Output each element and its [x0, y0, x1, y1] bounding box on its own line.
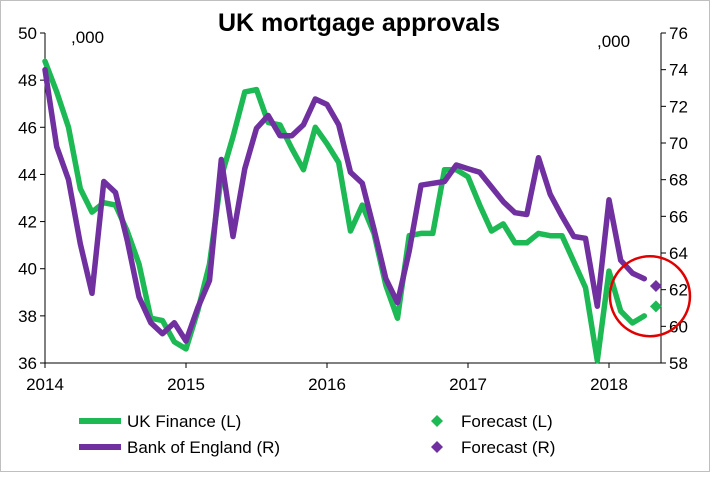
x-tick-label: 2016 — [308, 375, 346, 394]
right-axis-ticks: 58 60 62 64 66 68 70 72 74 76 — [661, 24, 688, 373]
axes — [44, 33, 662, 364]
right-axis-unit: ,000 — [597, 32, 630, 51]
x-tick-label: 2018 — [590, 375, 628, 394]
legend-item: UK Finance (L) — [79, 412, 241, 431]
uk-finance-line — [42, 58, 648, 364]
legend-label: Bank of England (R) — [127, 438, 280, 457]
x-tick-label: 2017 — [449, 375, 487, 394]
left-tick-label: 44 — [18, 165, 37, 184]
chart-title: UK mortgage approvals — [218, 9, 500, 37]
forecast-right-point — [649, 280, 662, 292]
left-tick-label: 46 — [18, 118, 37, 137]
left-tick-label: 42 — [18, 213, 37, 232]
left-tick-label: 38 — [18, 307, 37, 326]
right-tick-label: 74 — [669, 61, 688, 80]
forecast-left-point — [649, 300, 662, 313]
series-layer — [42, 58, 662, 364]
left-tick-label: 50 — [18, 24, 37, 43]
legend-item: Forecast (R) — [431, 438, 555, 457]
right-tick-label: 60 — [669, 317, 688, 336]
legend-item: Forecast (L) — [431, 412, 553, 431]
legend-diamond-swatch — [431, 441, 443, 453]
forecast-highlight-circle — [608, 254, 692, 338]
right-tick-label: 68 — [669, 171, 688, 190]
left-axis-ticks: 36 38 40 42 44 46 48 50 — [18, 24, 45, 373]
left-tick-label: 40 — [18, 260, 37, 279]
right-tick-label: 64 — [669, 244, 688, 263]
right-tick-label: 72 — [669, 97, 688, 116]
right-tick-label: 58 — [669, 354, 688, 373]
legend-label: Forecast (L) — [461, 412, 553, 431]
left-tick-label: 36 — [18, 354, 37, 373]
annotation-layer — [608, 254, 692, 338]
x-axis-ticks: 2014 2015 2016 2017 2018 — [26, 363, 628, 394]
legend: UK Finance (L) Forecast (L) Bank of Englan… — [79, 412, 555, 457]
left-tick-label: 48 — [18, 71, 37, 90]
right-tick-label: 62 — [669, 281, 688, 300]
x-tick-label: 2015 — [167, 375, 205, 394]
bank-of-england-line — [42, 66, 648, 344]
legend-item: Bank of England (R) — [79, 438, 280, 457]
legend-diamond-swatch — [431, 415, 443, 427]
x-tick-label: 2014 — [26, 375, 64, 394]
legend-label: Forecast (R) — [461, 438, 555, 457]
right-tick-label: 70 — [669, 134, 688, 153]
right-tick-label: 66 — [669, 207, 688, 226]
right-tick-label: 76 — [669, 24, 688, 43]
left-axis-unit: ,000 — [71, 28, 104, 47]
legend-label: UK Finance (L) — [127, 412, 241, 431]
